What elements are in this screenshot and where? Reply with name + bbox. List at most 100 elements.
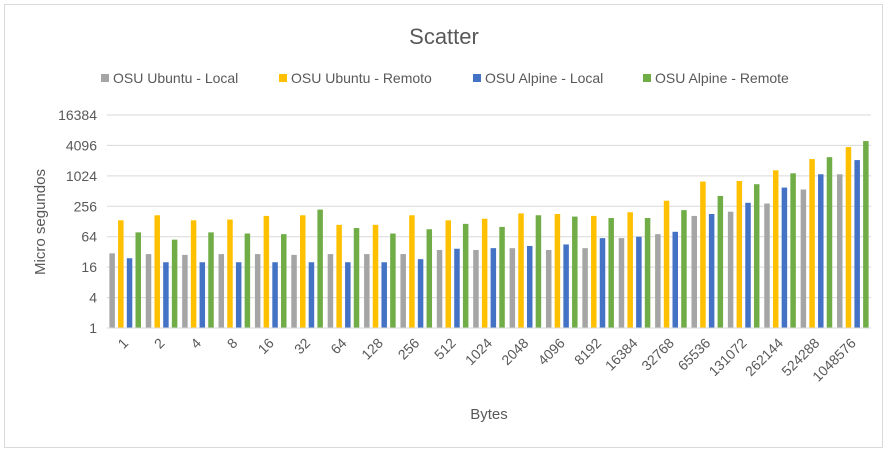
x-axis-ticks: 1 2 4 8 16 32 64 128 256 512 1024 2048 4096 819216384… bbox=[114, 335, 859, 385]
x-tick-label: 256 bbox=[395, 335, 423, 363]
y-tick-label: 64 bbox=[81, 229, 97, 245]
bar-osu-ubuntu-local-2 bbox=[145, 254, 152, 328]
legend-label: OSU Alpine - Local bbox=[485, 70, 603, 86]
bar-osu-ubuntu-remoto-2 bbox=[154, 215, 160, 328]
x-tick-label: 64 bbox=[327, 335, 349, 357]
x-tick-label: 2 bbox=[151, 335, 168, 352]
bar-osu-alpine-remote-256 bbox=[426, 229, 433, 328]
x-tick-label: 16 bbox=[255, 335, 277, 357]
bar-osu-ubuntu-remoto-64 bbox=[336, 224, 342, 328]
bar-osu-alpine-remote-32768 bbox=[681, 210, 687, 328]
bar-osu-ubuntu-remoto-4 bbox=[190, 220, 197, 328]
bar-osu-ubuntu-local-256 bbox=[400, 254, 406, 328]
bar-osu-alpine-local-65536 bbox=[708, 214, 715, 328]
bar-osu-alpine-remote-1048576 bbox=[863, 141, 869, 328]
x-tick-label: 512 bbox=[431, 335, 459, 363]
bar-osu-ubuntu-local-32768 bbox=[655, 234, 661, 328]
chart-frame bbox=[4, 4, 883, 448]
x-tick-label: 131072 bbox=[705, 335, 749, 379]
y-tick-label: 16384 bbox=[58, 107, 97, 123]
bar-osu-ubuntu-local-524288 bbox=[800, 189, 807, 328]
x-tick-label: 1024 bbox=[462, 335, 495, 368]
legend-swatch bbox=[643, 74, 651, 82]
bar-osu-alpine-remote-8 bbox=[244, 233, 251, 328]
bar-osu-ubuntu-remoto-32768 bbox=[663, 200, 670, 328]
bar-osu-alpine-local-64 bbox=[345, 262, 351, 328]
y-tick-label: 4096 bbox=[66, 137, 97, 153]
bar-osu-alpine-local-32 bbox=[308, 262, 315, 328]
bar-osu-ubuntu-local-131072 bbox=[727, 211, 734, 328]
bar-osu-ubuntu-local-512 bbox=[436, 249, 443, 328]
bar-osu-alpine-local-32768 bbox=[672, 231, 679, 328]
legend-swatch bbox=[473, 74, 481, 82]
bar-osu-ubuntu-remoto-512 bbox=[445, 220, 452, 328]
y-axis-ticks: 1 4 16 64 256 1024 4096 16384 bbox=[58, 107, 97, 336]
y-tick-label: 4 bbox=[89, 290, 97, 306]
x-tick-label: 4096 bbox=[535, 335, 568, 368]
bar-osu-ubuntu-local-2048 bbox=[509, 248, 516, 328]
bar-osu-alpine-remote-65536 bbox=[717, 195, 724, 328]
bar-osu-alpine-local-2048 bbox=[526, 245, 533, 328]
chart-title: Scatter bbox=[409, 24, 479, 49]
bar-osu-alpine-local-2 bbox=[163, 262, 169, 328]
bar-osu-ubuntu-remoto-16 bbox=[263, 215, 270, 328]
bar-osu-alpine-remote-2048 bbox=[535, 215, 542, 328]
bar-osu-alpine-remote-262144 bbox=[790, 173, 796, 328]
bar-osu-alpine-remote-128 bbox=[390, 233, 396, 328]
bar-osu-alpine-local-1 bbox=[126, 258, 133, 328]
y-tick-label: 1 bbox=[89, 320, 97, 336]
bars bbox=[109, 141, 869, 328]
bar-osu-ubuntu-remoto-8 bbox=[227, 219, 233, 328]
legend-label: OSU Ubuntu - Local bbox=[113, 70, 238, 86]
x-tick-label: 128 bbox=[358, 335, 386, 363]
bar-osu-alpine-remote-2 bbox=[171, 239, 178, 328]
bar-osu-ubuntu-local-262144 bbox=[764, 203, 770, 328]
bar-osu-alpine-remote-16 bbox=[281, 234, 287, 328]
bar-osu-alpine-local-128 bbox=[381, 262, 387, 328]
bar-osu-ubuntu-local-128 bbox=[364, 254, 370, 328]
legend-swatch bbox=[279, 74, 287, 82]
y-tick-label: 16 bbox=[81, 259, 97, 275]
y-tick-label: 1024 bbox=[66, 168, 97, 184]
bar-osu-ubuntu-local-65536 bbox=[691, 215, 697, 328]
bar-osu-alpine-remote-1024 bbox=[499, 226, 505, 328]
legend-label: OSU Ubuntu - Remoto bbox=[291, 70, 432, 86]
bar-osu-ubuntu-remoto-8192 bbox=[591, 215, 597, 328]
bar-osu-ubuntu-local-32 bbox=[291, 254, 297, 328]
legend-swatch bbox=[101, 74, 109, 82]
bar-osu-alpine-remote-4096 bbox=[572, 216, 578, 328]
bar-osu-ubuntu-remoto-16384 bbox=[627, 212, 633, 328]
bar-osu-alpine-remote-64 bbox=[353, 228, 360, 328]
bar-osu-ubuntu-local-16 bbox=[254, 254, 261, 328]
bar-osu-ubuntu-remoto-1 bbox=[118, 220, 124, 328]
x-tick-label: 2048 bbox=[498, 335, 531, 368]
bar-osu-ubuntu-local-64 bbox=[327, 254, 334, 328]
bar-osu-ubuntu-remoto-2048 bbox=[518, 213, 524, 328]
bar-osu-ubuntu-remoto-256 bbox=[409, 215, 415, 328]
bar-osu-alpine-remote-131072 bbox=[753, 184, 760, 328]
x-tick-label: 8 bbox=[224, 335, 241, 352]
x-tick-label: 262144 bbox=[742, 335, 786, 379]
x-tick-label: 4 bbox=[187, 335, 204, 352]
x-tick-label: 32768 bbox=[638, 335, 677, 374]
bar-osu-alpine-remote-1 bbox=[135, 232, 141, 328]
bar-osu-ubuntu-local-8 bbox=[218, 254, 225, 328]
bar-osu-ubuntu-remoto-131072 bbox=[736, 181, 743, 328]
bar-osu-ubuntu-local-16384 bbox=[618, 238, 625, 328]
bar-osu-alpine-local-1048576 bbox=[854, 160, 860, 328]
bar-osu-alpine-local-262144 bbox=[781, 187, 788, 328]
bar-osu-alpine-local-8 bbox=[235, 262, 242, 328]
bar-osu-ubuntu-local-1048576 bbox=[837, 174, 843, 328]
bar-osu-alpine-local-4096 bbox=[563, 244, 569, 328]
gridlines bbox=[107, 114, 871, 299]
bar-osu-ubuntu-remoto-32 bbox=[299, 215, 306, 328]
bar-osu-ubuntu-local-4 bbox=[182, 254, 188, 328]
bar-osu-alpine-local-16 bbox=[272, 262, 278, 328]
bar-osu-ubuntu-remoto-65536 bbox=[700, 181, 706, 328]
bar-osu-alpine-remote-524288 bbox=[826, 157, 833, 328]
x-tick-label: 16384 bbox=[602, 335, 641, 374]
x-axis-label: Bytes bbox=[470, 406, 508, 423]
x-tick-label: 1 bbox=[114, 335, 131, 352]
bar-osu-alpine-local-256 bbox=[417, 259, 424, 328]
x-tick-label: 8192 bbox=[571, 335, 604, 368]
